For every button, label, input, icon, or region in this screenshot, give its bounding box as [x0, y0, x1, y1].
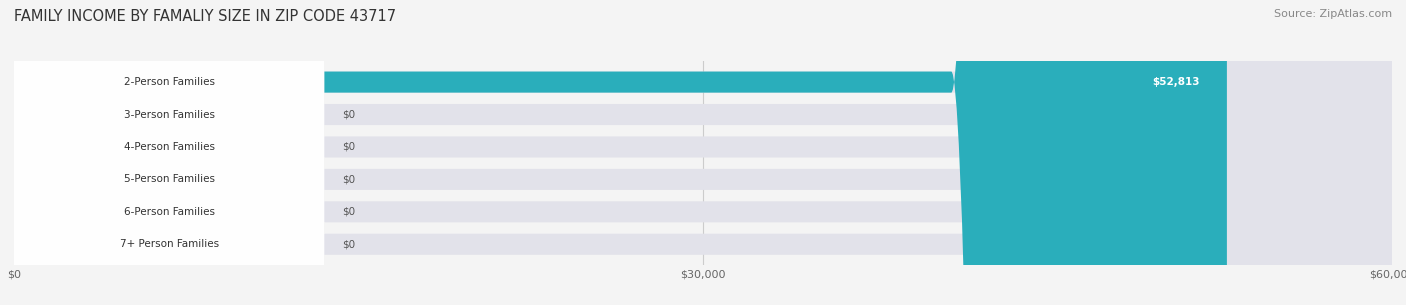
Text: $0: $0: [343, 109, 356, 120]
FancyBboxPatch shape: [14, 0, 1392, 305]
FancyBboxPatch shape: [14, 0, 325, 305]
FancyBboxPatch shape: [14, 0, 325, 305]
Text: FAMILY INCOME BY FAMALIY SIZE IN ZIP CODE 43717: FAMILY INCOME BY FAMALIY SIZE IN ZIP COD…: [14, 9, 396, 24]
Text: $0: $0: [343, 239, 356, 249]
FancyBboxPatch shape: [14, 0, 325, 305]
FancyBboxPatch shape: [14, 0, 1392, 305]
FancyBboxPatch shape: [14, 0, 1392, 305]
Text: Source: ZipAtlas.com: Source: ZipAtlas.com: [1274, 9, 1392, 19]
Text: $0: $0: [343, 174, 356, 185]
Text: 3-Person Families: 3-Person Families: [124, 109, 215, 120]
FancyBboxPatch shape: [14, 0, 1227, 305]
Text: $0: $0: [343, 207, 356, 217]
Text: 2-Person Families: 2-Person Families: [124, 77, 215, 87]
Text: $52,813: $52,813: [1152, 77, 1199, 87]
Text: 7+ Person Families: 7+ Person Families: [120, 239, 219, 249]
FancyBboxPatch shape: [14, 0, 325, 305]
FancyBboxPatch shape: [14, 0, 1392, 305]
FancyBboxPatch shape: [14, 0, 1392, 305]
FancyBboxPatch shape: [14, 0, 325, 305]
Text: $0: $0: [343, 142, 356, 152]
FancyBboxPatch shape: [14, 0, 325, 305]
Text: 4-Person Families: 4-Person Families: [124, 142, 215, 152]
FancyBboxPatch shape: [14, 0, 1392, 305]
Text: 6-Person Families: 6-Person Families: [124, 207, 215, 217]
Text: 5-Person Families: 5-Person Families: [124, 174, 215, 185]
